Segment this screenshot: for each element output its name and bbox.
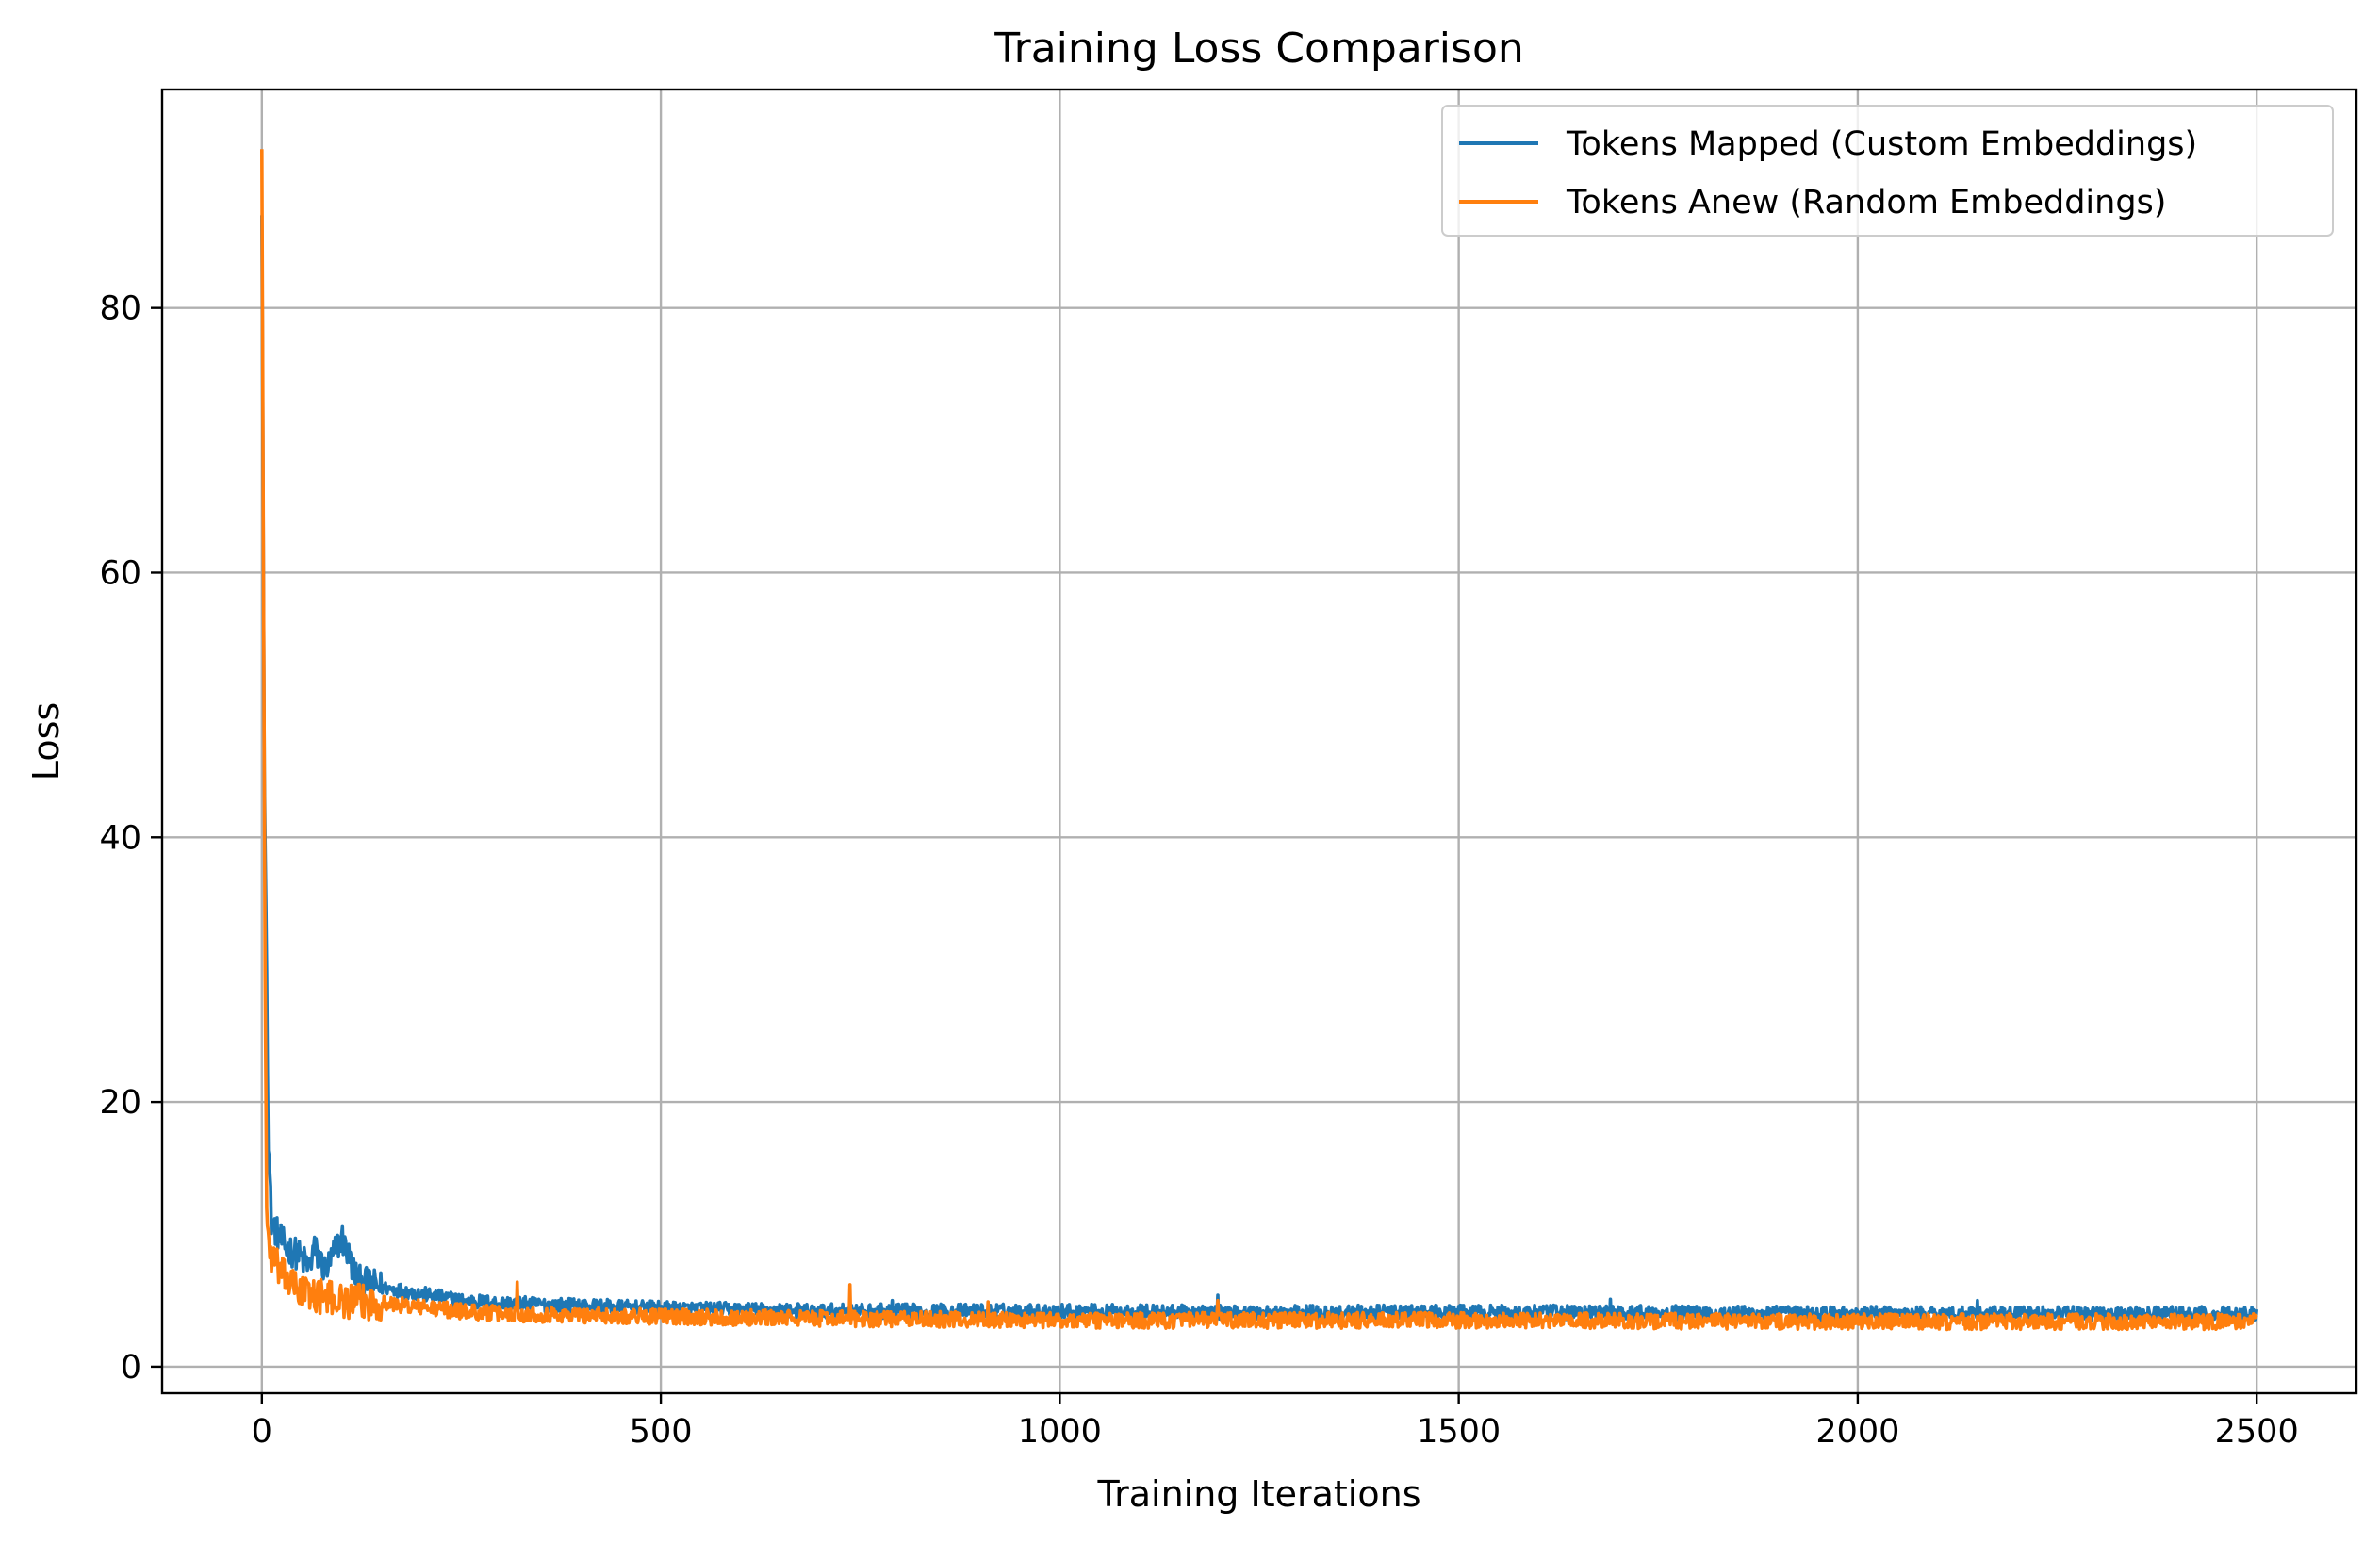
series-line-random <box>260 149 2258 1332</box>
y-tick-label: 0 <box>121 1349 141 1387</box>
x-tick-label: 2500 <box>2215 1413 2299 1451</box>
plot-frame <box>160 88 2358 1395</box>
x-axis-ticks: 0 500 1000 1500 2000 2500 <box>252 1393 2299 1451</box>
y-tick-label: 40 <box>99 819 141 857</box>
y-tick-label: 20 <box>99 1084 141 1122</box>
x-tick-label: 2000 <box>1815 1413 1899 1451</box>
x-tick-label: 1000 <box>1018 1413 1102 1451</box>
y-axis-label: Loss <box>25 702 67 780</box>
x-tick-label: 500 <box>630 1413 693 1451</box>
x-tick-label: 1500 <box>1417 1413 1501 1451</box>
y-axis-ticks: 0 20 40 60 80 <box>99 290 162 1387</box>
legend: Tokens Mapped (Custom Embeddings) Tokens… <box>1441 105 2334 237</box>
y-tick-label: 60 <box>99 554 141 592</box>
legend-entry-custom: Tokens Mapped (Custom Embeddings) <box>1566 125 2197 163</box>
legend-entry-random: Tokens Anew (Random Embeddings) <box>1566 184 2166 222</box>
plot-area <box>162 90 2356 1393</box>
x-tick-label: 0 <box>252 1413 272 1451</box>
x-axis-label: Training Iterations <box>1096 1473 1420 1515</box>
y-tick-label: 80 <box>99 290 141 328</box>
series-lines <box>260 149 2258 1332</box>
grid <box>162 90 2356 1393</box>
chart-title: Training Loss Comparison <box>993 25 1524 73</box>
legend-box <box>1441 105 2334 237</box>
